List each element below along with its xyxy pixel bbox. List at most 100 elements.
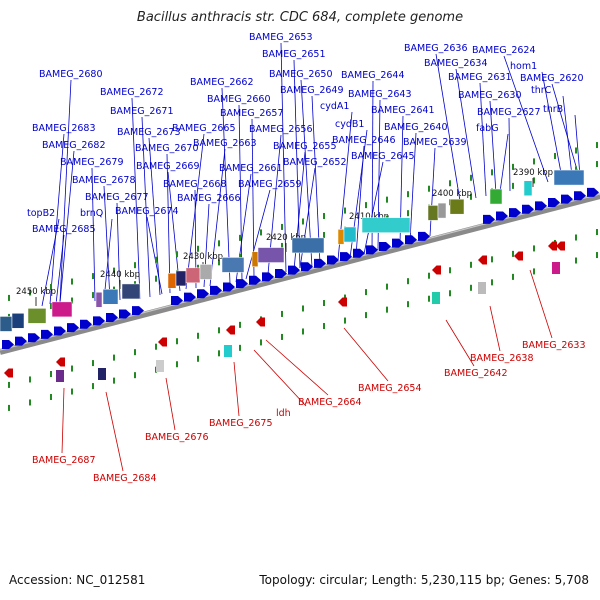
map-title: Bacillus anthracis str. CDC 684, complet… (136, 10, 464, 25)
gene-label: BAMEG_2666 (177, 193, 241, 204)
tick-dot (71, 365, 73, 372)
tick-dot (491, 169, 493, 176)
tick-dot (491, 256, 493, 263)
feature-block (291, 237, 325, 254)
feature-block (427, 205, 439, 221)
feature-block (121, 283, 141, 300)
tick-dot (575, 234, 577, 241)
tick-dot (281, 242, 283, 249)
label-leader-line (103, 218, 113, 301)
label-leader-line (508, 117, 511, 192)
tick-dot (512, 182, 514, 189)
forward-gene-arrow (28, 333, 40, 343)
gene-label: hom1 (510, 61, 537, 72)
tick-dot (197, 332, 199, 339)
tick-dot (470, 174, 472, 181)
forward-gene-arrow (67, 323, 79, 333)
genome-summary-text: Topology: circular; Length: 5,230,115 bp… (259, 573, 589, 587)
gene-label: BAMEG_2630 (458, 90, 522, 101)
label-leader-line (233, 361, 240, 417)
label-leader-line (503, 55, 549, 183)
tick-dot (491, 279, 493, 286)
tick-dot (176, 251, 178, 258)
gene-label: BAMEG_2682 (42, 140, 106, 151)
label-leader-line (253, 349, 307, 407)
label-leader-line (445, 319, 475, 367)
gene-label: BAMEG_2634 (424, 58, 488, 69)
label-leader-line (146, 216, 163, 295)
forward-gene-arrow (548, 198, 560, 208)
label-leader-line (148, 137, 161, 296)
tick-dot (323, 323, 325, 330)
feature-block (199, 264, 213, 280)
feature-block (432, 292, 440, 304)
gene-label: BAMEG_2651 (262, 49, 326, 60)
feature-block (553, 169, 585, 186)
feature-block (11, 313, 25, 329)
forward-gene-arrow (340, 252, 352, 262)
feature-block (251, 251, 259, 267)
kbp-label: 2430 kbp (183, 252, 223, 262)
gene-label: topB2 (27, 208, 55, 219)
label-leader-line (355, 145, 365, 257)
tick-dot (71, 388, 73, 395)
reverse-gene-arrow (256, 317, 265, 327)
feature-block (95, 292, 103, 308)
label-leader-line (343, 327, 389, 382)
label-leader-line (41, 218, 60, 307)
forward-gene-arrow (210, 285, 222, 295)
feature-block (552, 262, 560, 274)
label-leader-line (280, 42, 287, 273)
forward-gene-arrow (483, 214, 495, 224)
label-leader-line (245, 189, 271, 280)
forward-gene-arrow (249, 275, 261, 285)
feature-block (361, 217, 411, 233)
tick-dot (302, 328, 304, 335)
forward-gene-arrow (561, 194, 573, 204)
forward-gene-arrow (405, 235, 417, 245)
tick-dot (596, 161, 598, 168)
forward-gene-arrow (587, 187, 599, 197)
tick-dot (470, 261, 472, 268)
tick-dot (365, 202, 367, 209)
gene-label: BAMEG_2638 (470, 353, 534, 364)
gene-label: BAMEG_2641 (371, 105, 435, 116)
tick-dot (176, 338, 178, 345)
gene-label: BAMEG_2642 (444, 368, 508, 379)
tick-dot (302, 305, 304, 312)
reverse-gene-arrow (4, 368, 13, 378)
tick-dot (470, 193, 472, 200)
backbone-line (0, 193, 600, 355)
gene-label: fabG (476, 123, 499, 134)
label-leader-line (91, 167, 96, 302)
label-leader-line (409, 132, 417, 242)
gene-label: BAMEG_2655 (273, 141, 337, 152)
gene-label: BAMEG_2678 (72, 175, 136, 186)
label-leader-line (435, 53, 461, 202)
tick-dot (281, 333, 283, 340)
tick-dot (449, 180, 451, 187)
tick-dot (113, 377, 115, 384)
feature-block (27, 308, 47, 324)
gene-labels: BAMEG_2653 BAMEG_2651 BAMEG_2636 BAMEG_2624… (27, 32, 586, 484)
gene-label: BAMEG_2672 (100, 87, 164, 98)
tick-dot (365, 312, 367, 319)
tick-dot (218, 350, 220, 357)
tick-dot (407, 301, 409, 308)
gene-label: BAMEG_2649 (280, 85, 344, 96)
forward-gene-arrow (262, 272, 274, 282)
feature-blocks (0, 169, 585, 382)
tick-dot (386, 196, 388, 203)
gene-label: BAMEG_2683 (32, 123, 96, 134)
feature-block (185, 267, 201, 284)
gene-label: BAMEG_2670 (135, 143, 199, 154)
gene-label: BAMEG_2668 (163, 179, 227, 190)
forward-gene-arrow (93, 316, 105, 326)
tick-dot (260, 339, 262, 346)
forward-gene-arrow (392, 238, 404, 248)
reverse-gene-arrow (226, 325, 235, 335)
forward-gene-arrow (509, 208, 521, 218)
tick-dot (533, 268, 535, 275)
tick-dot (197, 245, 199, 252)
label-leader-lines (41, 42, 581, 472)
